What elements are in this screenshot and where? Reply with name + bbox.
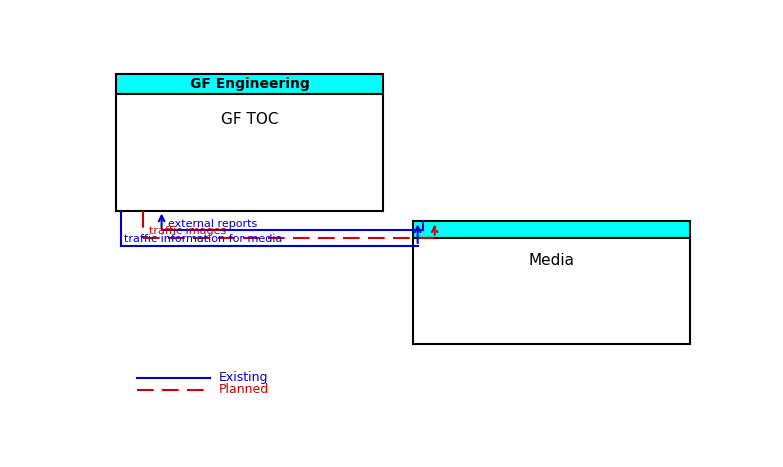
Text: Media: Media	[529, 254, 575, 269]
Text: traffic information for media: traffic information for media	[124, 234, 283, 244]
Text: Planned: Planned	[219, 383, 269, 396]
Bar	[116, 74, 383, 94]
Text: GF TOC: GF TOC	[221, 112, 278, 127]
Text: external reports: external reports	[168, 219, 257, 229]
Bar	[413, 221, 690, 238]
Bar	[116, 94, 383, 211]
Text: traffic images: traffic images	[150, 226, 227, 236]
Text: GF Engineering: GF Engineering	[189, 77, 309, 91]
Bar	[413, 238, 690, 344]
Text: Existing: Existing	[219, 371, 269, 384]
